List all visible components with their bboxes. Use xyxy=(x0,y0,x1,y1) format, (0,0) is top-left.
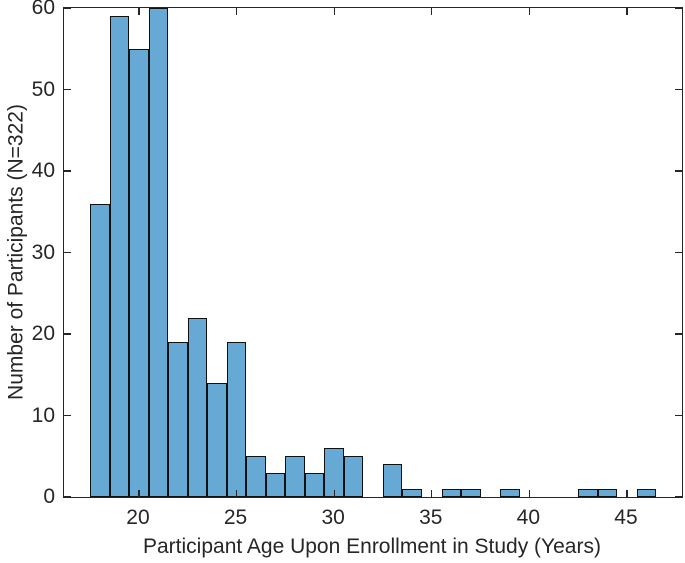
x-tick-mark xyxy=(138,490,140,497)
histogram-bar xyxy=(90,203,110,497)
histogram-bar xyxy=(343,456,364,497)
y-tick-mark xyxy=(675,7,682,9)
y-tick-mark xyxy=(675,170,682,172)
histogram-bar xyxy=(148,8,169,497)
y-tick-label: 10 xyxy=(31,403,55,427)
histogram-bar xyxy=(207,382,227,497)
histogram-bar xyxy=(597,488,618,497)
y-tick-mark xyxy=(64,7,71,9)
histogram-bar xyxy=(265,472,286,497)
y-tick-mark xyxy=(675,88,682,91)
y-tick-mark xyxy=(675,414,682,417)
x-tick-mark xyxy=(626,8,628,15)
y-tick-label: 30 xyxy=(31,240,55,264)
y-tick-mark xyxy=(64,496,71,498)
histogram-bar xyxy=(109,16,130,497)
x-tick-label: 35 xyxy=(419,506,443,529)
x-tick-mark xyxy=(626,490,628,497)
histogram-bar xyxy=(636,488,657,497)
histogram-bar xyxy=(441,488,462,497)
y-tick-label: 0 xyxy=(43,485,55,508)
x-tick-mark xyxy=(431,490,433,497)
histogram-bar xyxy=(304,472,325,497)
y-tick-label: 50 xyxy=(31,77,55,101)
y-tick-mark xyxy=(64,251,71,254)
x-tick-mark xyxy=(235,8,238,15)
histogram-bar xyxy=(382,464,403,497)
histogram-bar xyxy=(187,317,208,497)
x-tick-mark xyxy=(333,490,335,497)
x-tick-mark xyxy=(528,490,530,497)
x-tick-label: 45 xyxy=(614,506,638,529)
x-tick-label: 30 xyxy=(321,506,345,529)
y-tick-mark xyxy=(675,251,682,254)
x-tick-label: 20 xyxy=(126,506,150,529)
y-tick-label: 60 xyxy=(31,0,55,19)
histogram-bar xyxy=(129,48,149,497)
y-tick-mark xyxy=(64,170,71,172)
x-tick-mark xyxy=(333,8,335,15)
x-axis-label: Participant Age Upon Enrollment in Study… xyxy=(143,535,601,558)
plot-area xyxy=(63,7,683,498)
x-tick-mark xyxy=(431,8,433,15)
histogram-bar xyxy=(578,488,598,497)
x-tick-mark xyxy=(235,490,238,497)
histogram-bar xyxy=(461,488,481,497)
y-tick-mark xyxy=(64,414,71,417)
y-tick-label: 20 xyxy=(31,322,55,345)
histogram-bar xyxy=(168,342,188,497)
y-tick-mark xyxy=(64,333,71,335)
x-tick-mark xyxy=(528,8,530,15)
histogram-bar xyxy=(246,456,266,497)
histogram-bar xyxy=(402,488,422,497)
x-tick-label: 40 xyxy=(516,506,541,529)
y-tick-mark xyxy=(675,333,682,335)
histogram-bar xyxy=(226,342,247,497)
y-tick-mark xyxy=(64,88,71,91)
y-tick-mark xyxy=(675,496,682,498)
x-tick-label: 25 xyxy=(223,506,248,529)
y-tick-label: 40 xyxy=(31,159,55,182)
histogram-bar xyxy=(285,456,305,497)
x-tick-mark xyxy=(138,8,140,15)
histogram-bar xyxy=(500,488,520,497)
